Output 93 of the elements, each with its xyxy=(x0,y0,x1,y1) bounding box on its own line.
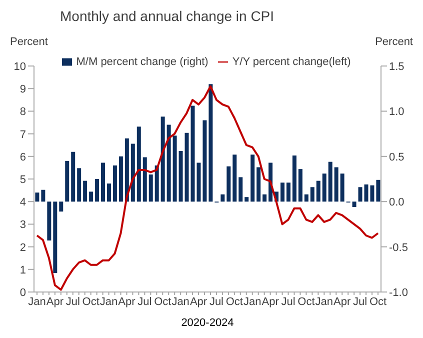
bar xyxy=(172,136,177,202)
x-tick-label: Oct xyxy=(298,296,315,308)
bar xyxy=(220,194,225,202)
bar xyxy=(178,150,183,202)
y-tick-label: 3 xyxy=(20,219,26,232)
x-tick-label: Jan xyxy=(100,296,118,308)
x-tick-label: Apr xyxy=(118,296,136,308)
x-tick-label: Jul xyxy=(66,296,80,308)
bar xyxy=(89,192,94,202)
bar xyxy=(83,180,88,202)
x-tick-label: Jan xyxy=(28,296,46,308)
x-tick-label: Jul xyxy=(138,296,152,308)
chart-title: Monthly and annual change in CPI xyxy=(60,8,274,24)
y2-tick-label: 0.0 xyxy=(389,196,404,209)
y-tick-label: 9 xyxy=(20,84,26,96)
bar xyxy=(124,138,129,202)
bar xyxy=(154,165,159,202)
bar xyxy=(47,202,52,240)
y2-tick-label: -1.0 xyxy=(389,287,408,299)
bar xyxy=(142,157,147,202)
bar xyxy=(310,187,314,202)
x-tick-label: Jul xyxy=(353,296,368,308)
x-tick-label: Apr xyxy=(334,296,352,308)
x-axis-title: 2020-2024 xyxy=(181,317,234,329)
bar xyxy=(106,184,111,202)
x-tick-label: Jan xyxy=(315,296,334,308)
bar xyxy=(41,190,46,202)
bar xyxy=(322,174,326,202)
y2-tick-label: 0.5 xyxy=(389,151,404,164)
y2-axis-title: Percent xyxy=(375,36,413,48)
bar xyxy=(136,126,141,202)
bar xyxy=(298,169,302,202)
bar xyxy=(71,152,76,202)
y-tick-label: 4 xyxy=(20,196,26,209)
bar xyxy=(208,84,213,202)
x-tick-label: Apr xyxy=(262,296,280,308)
y-tick-label: 6 xyxy=(20,151,26,164)
y-axis-title: Percent xyxy=(10,36,48,48)
y2-tick-label: -0.5 xyxy=(389,242,408,254)
x-tick-label: Jan xyxy=(172,296,190,308)
bar xyxy=(292,155,296,202)
legend-label: Y/Y percent change(left) xyxy=(232,56,351,68)
bar xyxy=(226,166,231,202)
y-tick-label: 8 xyxy=(20,106,26,118)
bar xyxy=(65,160,70,202)
x-tick-label: Oct xyxy=(82,296,100,308)
y-tick-label: 2 xyxy=(20,242,26,254)
bar xyxy=(148,174,153,202)
x-tick-label: Jul xyxy=(209,296,224,308)
bar xyxy=(202,120,207,202)
y-tick-label: 5 xyxy=(20,174,26,186)
bar xyxy=(280,182,284,202)
bar xyxy=(262,194,267,202)
bar xyxy=(316,180,320,202)
bar xyxy=(101,162,106,202)
y-tick-label: 1 xyxy=(20,264,26,276)
bar xyxy=(196,162,201,202)
y-tick-label: 7 xyxy=(20,128,26,141)
bar xyxy=(232,154,237,202)
bar xyxy=(53,202,58,274)
bar xyxy=(304,194,308,202)
bar xyxy=(112,165,117,202)
x-tick-label: Jan xyxy=(243,296,262,308)
legend-label: M/M percent change (right) xyxy=(76,56,208,68)
x-tick-label: Apr xyxy=(190,296,208,308)
bar xyxy=(370,185,374,202)
bar xyxy=(95,179,100,202)
bar xyxy=(130,144,135,202)
bar xyxy=(376,180,380,202)
x-tick-label: Apr xyxy=(46,296,64,308)
bar xyxy=(118,156,123,202)
bar xyxy=(77,168,82,202)
bar xyxy=(340,174,344,202)
y-tick-label: 0 xyxy=(20,287,26,299)
y2-tick-label: 1.0 xyxy=(389,106,404,118)
bar xyxy=(256,167,261,202)
x-tick-label: Oct xyxy=(226,296,243,308)
bar xyxy=(328,162,332,202)
y-tick-label: 10 xyxy=(14,61,26,73)
bar xyxy=(286,182,290,202)
x-tick-label: Oct xyxy=(369,296,387,308)
bar xyxy=(250,154,255,202)
bar xyxy=(244,197,249,202)
y2-tick-label: 1.5 xyxy=(389,61,404,73)
bar xyxy=(160,116,165,202)
bar xyxy=(59,202,64,212)
bar xyxy=(35,192,40,202)
bar xyxy=(166,124,171,202)
bar xyxy=(334,167,338,202)
x-tick-label: Oct xyxy=(154,296,172,308)
bar xyxy=(352,202,356,208)
x-tick-label: Jul xyxy=(281,296,296,308)
bar xyxy=(238,177,243,202)
